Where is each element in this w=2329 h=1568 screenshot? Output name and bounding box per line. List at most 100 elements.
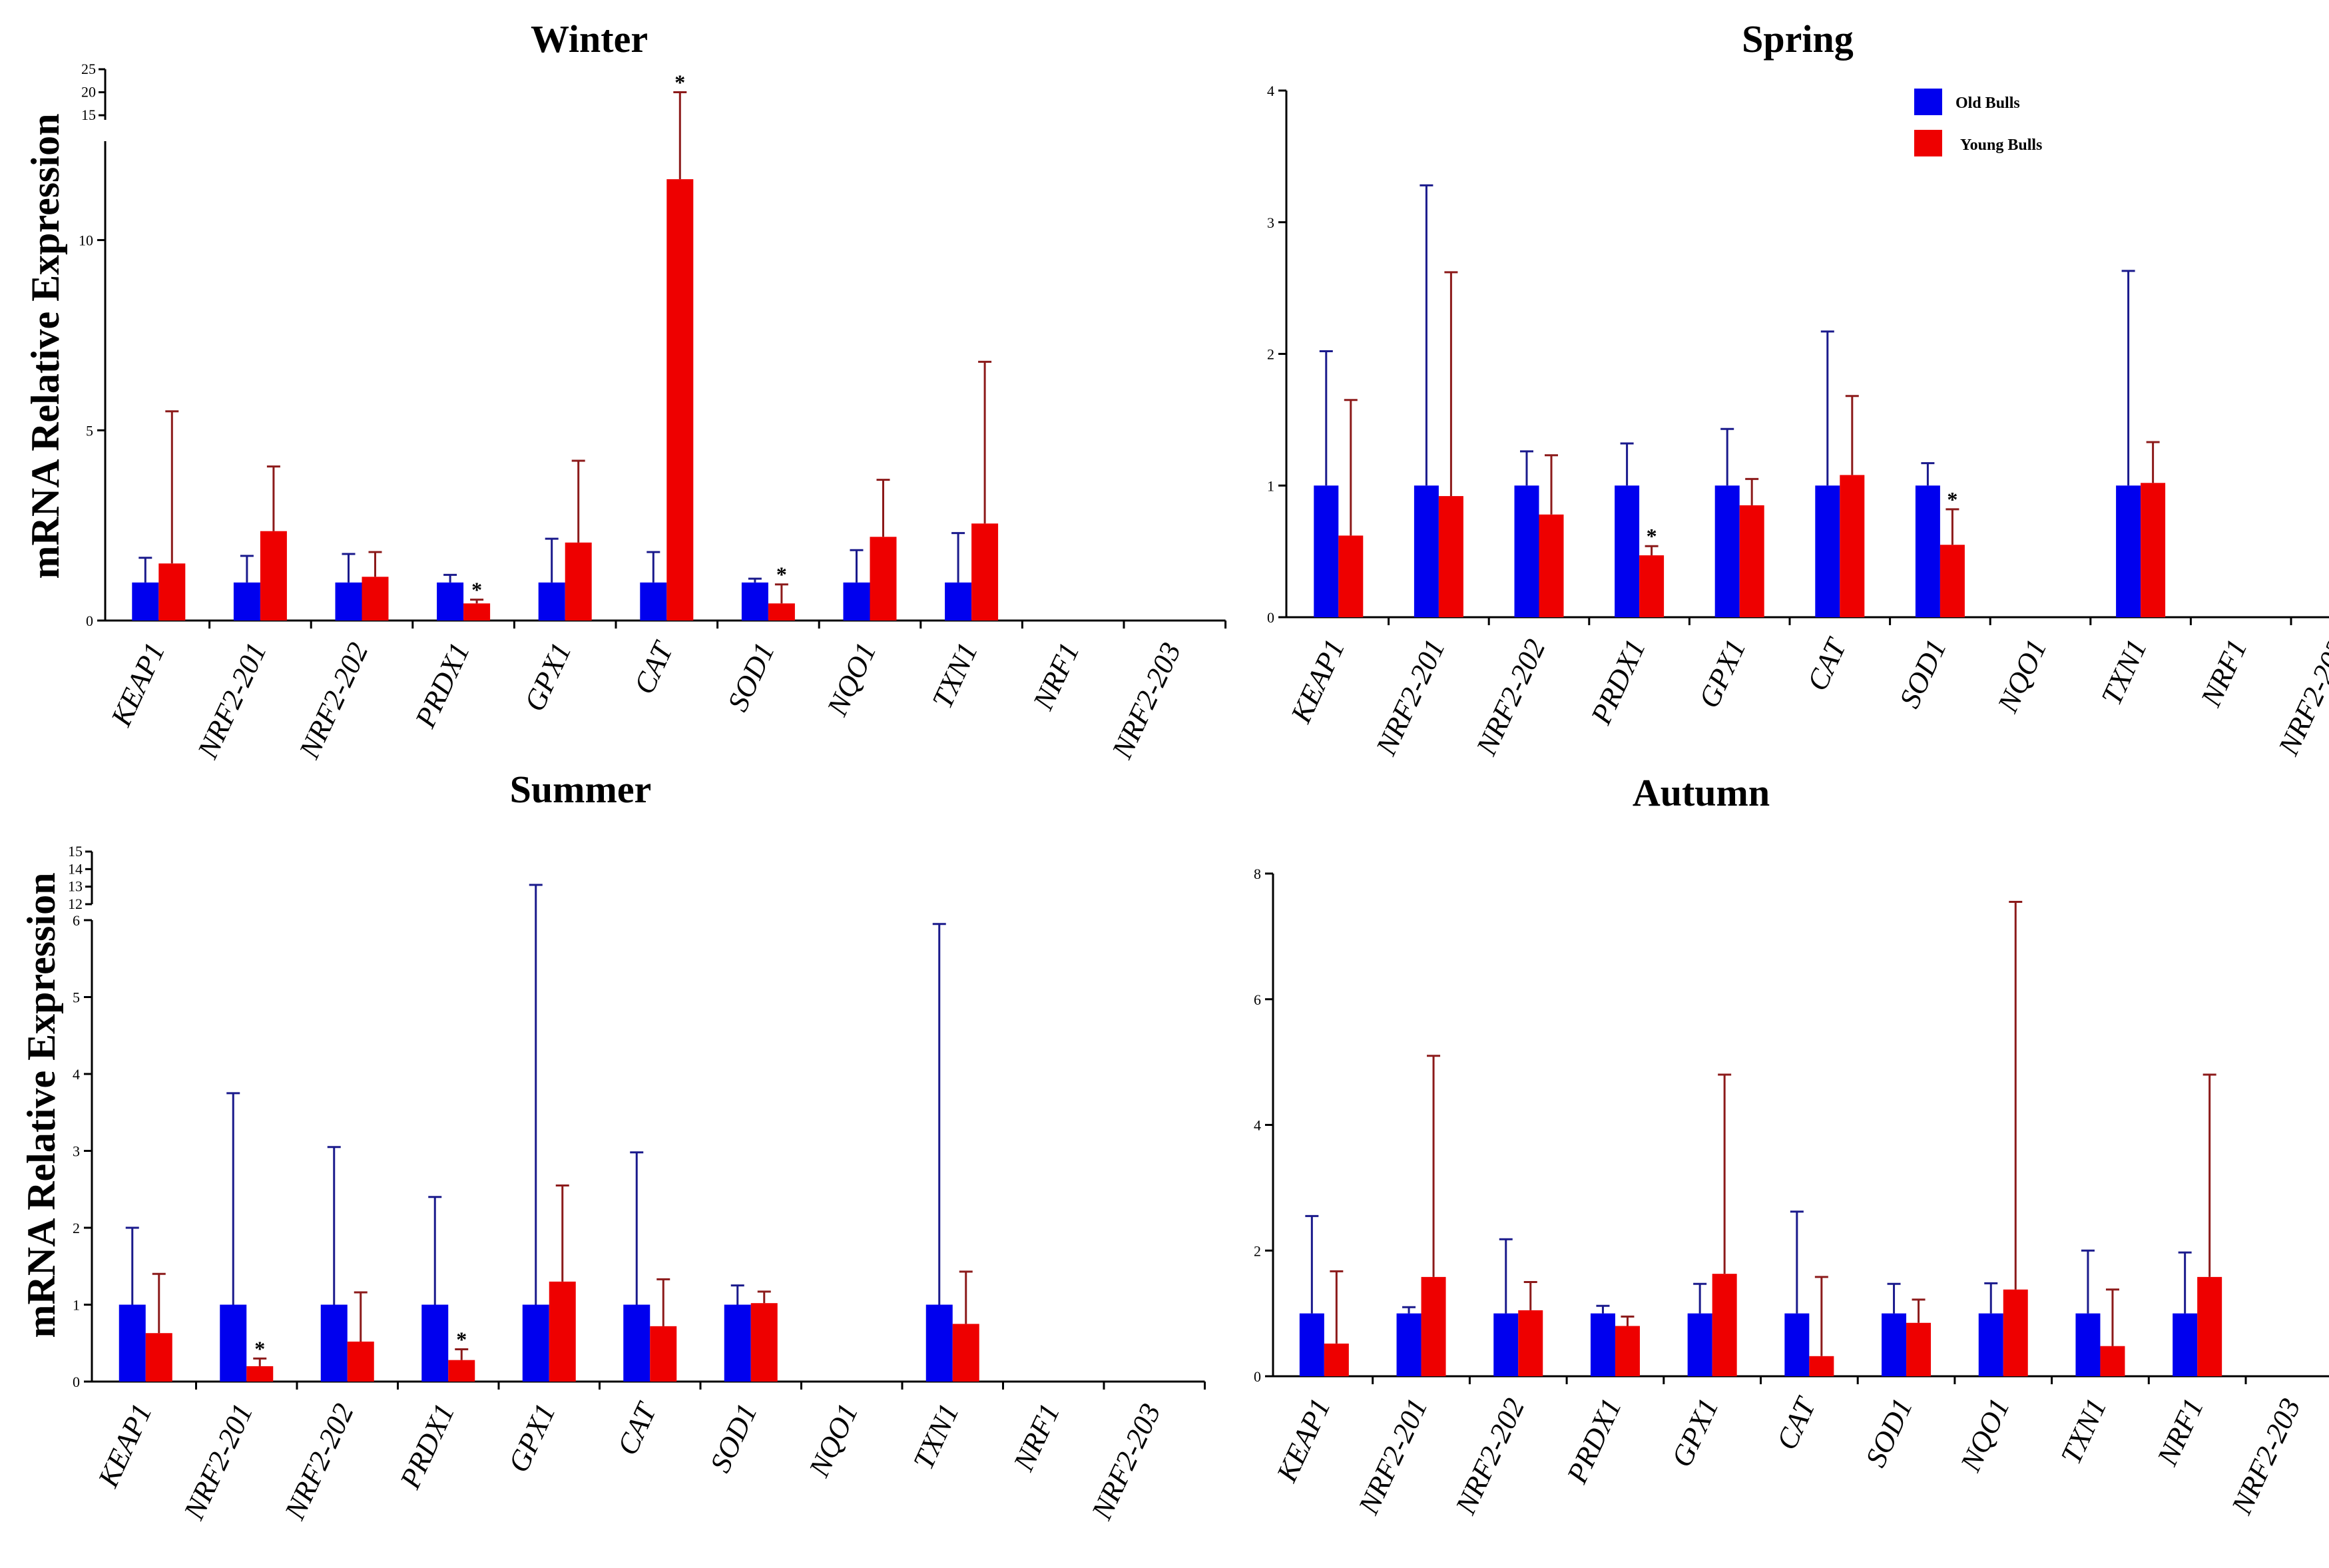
winter-bar-old (640, 582, 667, 621)
summer-y-tick-label: 1 (73, 1297, 80, 1314)
autumn-bar-old (1396, 1313, 1422, 1376)
winter-significance-star: * (471, 578, 482, 602)
summer-bar-old (522, 1304, 549, 1382)
y-axis-label-bottom: mRNA Relative Expression (19, 873, 63, 1338)
spring-bar-old (1414, 485, 1439, 617)
winter-bar-old (538, 582, 565, 621)
winter-bar-old (437, 582, 464, 621)
spring-y-tick-label: 4 (1267, 83, 1274, 99)
legend-old-label: Old Bulls (1955, 95, 2020, 112)
spring-bar-young (1739, 505, 1764, 617)
summer-break-tick-label: 13 (68, 878, 83, 895)
legend-old-swatch (1914, 89, 1942, 115)
autumn-bar-young (2100, 1346, 2125, 1376)
summer-y-tick-label: 4 (73, 1066, 80, 1083)
winter-break-tick-label: 25 (81, 61, 96, 77)
summer-bar-young (246, 1366, 274, 1382)
spring-y-tick-label: 3 (1267, 214, 1274, 231)
winter-bar-young (362, 577, 389, 621)
spring-bar-young (1840, 475, 1865, 617)
spring-bar-young (1539, 514, 1564, 617)
winter-bar-young (260, 531, 287, 621)
winter-y-tick-label: 10 (79, 232, 93, 249)
summer-y-tick-label: 2 (73, 1220, 80, 1236)
summer-bar-young (347, 1341, 374, 1382)
summer-y-tick-label: 5 (73, 989, 80, 1006)
winter-bar-old (132, 582, 159, 621)
summer-bar-young (750, 1303, 778, 1382)
spring-bar-old (1815, 485, 1840, 617)
winter-bar-young (870, 537, 897, 621)
spring-y-tick-label: 1 (1267, 477, 1274, 494)
autumn-y-tick-label: 4 (1254, 1117, 1261, 1134)
spring-bar-old (2116, 485, 2141, 617)
y-axis-label-top: mRNA Relative Expression (23, 114, 67, 579)
legend: Old Bulls Young Bulls (1914, 89, 2042, 156)
summer-bar-young (549, 1281, 576, 1382)
spring-y-tick-label: 2 (1267, 346, 1274, 363)
autumn-y-tick-label: 6 (1254, 991, 1261, 1008)
summer-y-tick-label: 0 (73, 1374, 80, 1390)
winter-significance-star: * (776, 563, 787, 587)
winter-bar-young (565, 542, 592, 621)
spring-bar-old (1314, 485, 1339, 617)
spring-bar-young (1438, 496, 1463, 617)
summer-bar-old (320, 1304, 348, 1382)
autumn-bar-old (2075, 1313, 2101, 1376)
autumn-bar-young (1712, 1274, 1737, 1376)
autumn-y-tick-label: 0 (1254, 1368, 1261, 1385)
autumn-y-tick-label: 8 (1254, 866, 1261, 882)
spring-y-tick-label: 0 (1267, 609, 1274, 626)
summer-title: Summer (510, 768, 652, 811)
legend-young-label: Young Bulls (1960, 136, 2042, 154)
winter-bar-young (666, 179, 694, 621)
spring-bar-young (1639, 555, 1665, 617)
summer-bar-young (952, 1324, 979, 1382)
summer-bar-old (220, 1304, 247, 1382)
winter-bar-old (843, 582, 870, 621)
winter-title: Winter (531, 17, 648, 61)
spring-bar-old (1915, 485, 1940, 617)
autumn-bar-old (1493, 1313, 1519, 1376)
summer-significance-star: * (456, 1327, 467, 1351)
spring-bar-old (1615, 485, 1640, 617)
summer-bar-old (925, 1304, 953, 1382)
winter-y-tick-label: 5 (86, 422, 93, 439)
spring-title: Spring (1742, 17, 1854, 61)
winter-bar-old (945, 582, 972, 621)
autumn-bar-young (2197, 1276, 2222, 1376)
summer-bar-old (724, 1304, 751, 1382)
autumn-bar-old (1882, 1313, 1907, 1376)
spring-significance-star: * (1947, 487, 1957, 511)
summer-y-tick-label: 6 (73, 912, 80, 929)
autumn-bar-old (2173, 1313, 2198, 1376)
autumn-bar-young (1809, 1356, 1834, 1376)
summer-bar-old (421, 1304, 449, 1382)
spring-bar-young (1338, 535, 1364, 617)
autumn-bar-young (1518, 1310, 1543, 1376)
summer-break-tick-label: 15 (68, 843, 83, 860)
summer-bar-old (119, 1304, 146, 1382)
autumn-y-tick-label: 2 (1254, 1242, 1261, 1259)
spring-bar-old (1714, 485, 1740, 617)
spring-bar-old (1514, 485, 1539, 617)
winter-break-tick-label: 15 (81, 107, 96, 123)
winter-bar-young (768, 603, 795, 621)
autumn-bar-young (2003, 1289, 2028, 1376)
summer-bar-young (145, 1333, 172, 1382)
winter-bar-young (158, 563, 186, 621)
summer-break-tick-label: 12 (68, 896, 83, 912)
spring-significance-star: * (1647, 524, 1657, 548)
winter-break-tick-label: 20 (81, 84, 96, 101)
summer-y-tick-label: 3 (73, 1143, 80, 1160)
winter-bar-young (463, 603, 491, 621)
winter-bar-young (971, 523, 999, 621)
winter-bar-old (335, 582, 362, 621)
summer-bar-young (650, 1326, 677, 1382)
winter-y-tick-label: 0 (86, 613, 93, 629)
autumn-bar-young (1615, 1326, 1640, 1376)
autumn-bar-old (1978, 1313, 2003, 1376)
